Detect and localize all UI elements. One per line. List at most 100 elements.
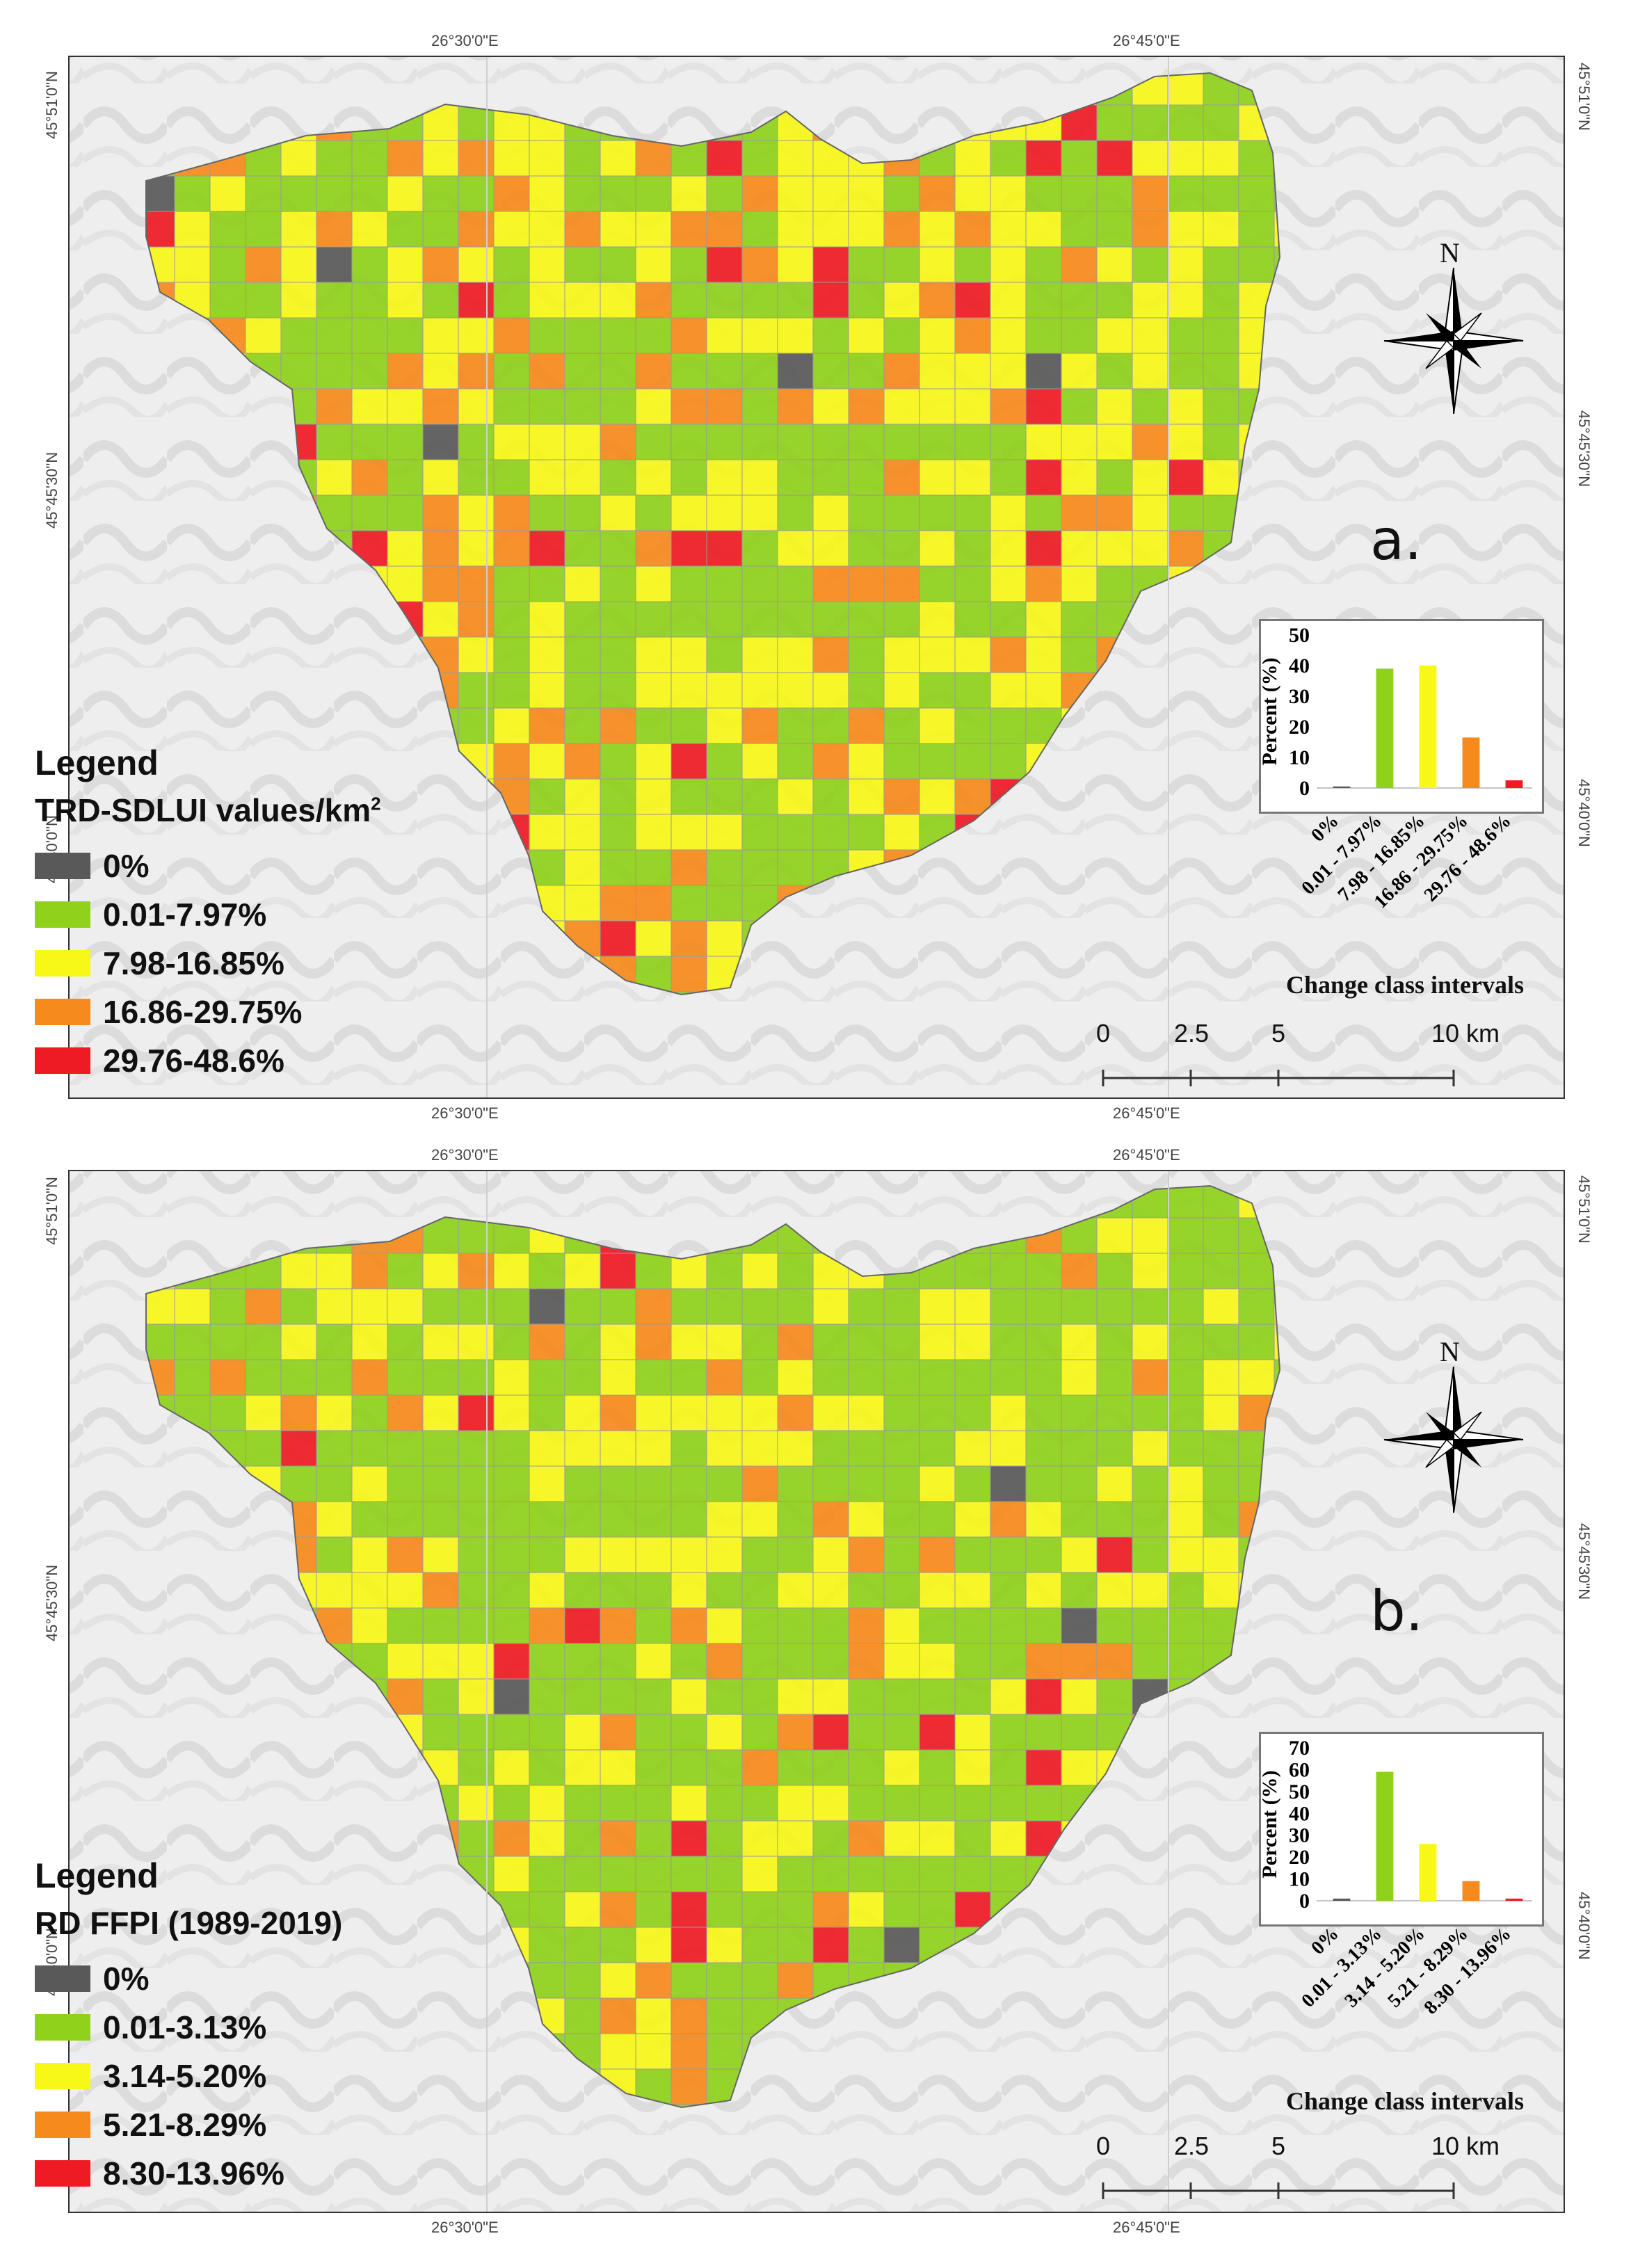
scale-bar bbox=[1102, 1070, 1455, 1086]
grid-cell bbox=[706, 317, 743, 354]
grid-cell bbox=[493, 1394, 530, 1431]
grid-cell bbox=[564, 494, 601, 531]
grid-cell bbox=[493, 1714, 530, 1751]
grid-cell bbox=[635, 1572, 672, 1609]
grid-cell bbox=[1096, 1607, 1133, 1644]
grid-cell bbox=[600, 743, 636, 780]
grid-cell bbox=[1203, 424, 1239, 460]
grid-cell bbox=[848, 317, 885, 354]
grid-cell bbox=[777, 565, 814, 602]
grid-cell bbox=[493, 211, 530, 248]
grid-cell bbox=[564, 1749, 601, 1786]
grid-cell bbox=[1025, 636, 1062, 673]
grid-cell bbox=[529, 1607, 565, 1644]
grid-cell bbox=[954, 530, 991, 567]
grid-cell bbox=[280, 282, 317, 319]
grid-cell bbox=[954, 1324, 991, 1360]
grid-cell bbox=[670, 2068, 707, 2105]
bar bbox=[1376, 668, 1394, 788]
grid-cell bbox=[351, 1501, 388, 1538]
grid-cell bbox=[529, 1536, 565, 1573]
grid-cell bbox=[1025, 459, 1062, 496]
grid-cell bbox=[1203, 246, 1239, 283]
grid-cell bbox=[1061, 317, 1098, 354]
basin-outline bbox=[145, 72, 1281, 996]
grid-cell bbox=[280, 246, 317, 283]
grid-cell bbox=[564, 672, 601, 709]
grid-cell bbox=[458, 1394, 495, 1431]
grid-cell bbox=[564, 353, 601, 389]
grid-cell bbox=[670, 1962, 707, 1999]
grid-cell bbox=[812, 530, 849, 567]
grid-cell bbox=[493, 1572, 530, 1609]
grid-cell bbox=[351, 1394, 388, 1431]
grid-cell bbox=[458, 424, 495, 460]
y-tick-label: 10 bbox=[1289, 746, 1310, 769]
bar-chart: 0 10 20 30 40 50 Percent (%) bbox=[1261, 624, 1532, 800]
y-tick-label: 30 bbox=[1289, 685, 1310, 708]
grid-cell bbox=[1096, 317, 1133, 354]
grid-cell bbox=[812, 282, 849, 319]
grid-cell bbox=[1025, 424, 1062, 460]
grid-cell bbox=[883, 459, 920, 496]
legend-swatch bbox=[35, 2160, 90, 2187]
grid-cell bbox=[919, 636, 956, 673]
grid-cell bbox=[777, 1394, 814, 1431]
grid-cell bbox=[493, 1465, 530, 1502]
grid-cell bbox=[812, 672, 849, 709]
grid-cell bbox=[458, 1288, 495, 1325]
grid-cell bbox=[848, 1288, 885, 1325]
grid-cell bbox=[1132, 1536, 1168, 1573]
grid-cell bbox=[848, 1394, 885, 1431]
grid-cell bbox=[1167, 1536, 1204, 1573]
grid-cell bbox=[706, 707, 743, 744]
grid-cell bbox=[883, 1927, 920, 1963]
grid-cell bbox=[954, 317, 991, 354]
grid-cell bbox=[1167, 1465, 1204, 1502]
grid-cell bbox=[1238, 175, 1275, 212]
grid-cell bbox=[493, 246, 530, 283]
grid-cell bbox=[493, 317, 530, 354]
grid-cell bbox=[564, 424, 601, 460]
grid-cell bbox=[1167, 1430, 1204, 1467]
y-tick-label: 0 bbox=[1299, 777, 1310, 800]
grid-cell bbox=[990, 1607, 1027, 1644]
grid-cell bbox=[635, 1856, 672, 1892]
grid-cell bbox=[1203, 1394, 1239, 1431]
grid-cell bbox=[1132, 494, 1168, 531]
grid-cell bbox=[1025, 1820, 1062, 1857]
grid-cell bbox=[529, 1465, 565, 1502]
grid-cell bbox=[848, 1820, 885, 1857]
scale-label: 0 bbox=[1096, 1019, 1111, 1047]
grid-cell bbox=[919, 175, 956, 212]
grid-cell bbox=[883, 565, 920, 602]
grid-cell bbox=[529, 388, 565, 425]
grid-cell bbox=[919, 388, 956, 425]
grid-cell bbox=[741, 778, 778, 815]
grid-cell bbox=[635, 1749, 672, 1786]
grid-cell bbox=[600, 920, 636, 957]
grid-cell bbox=[670, 388, 707, 425]
bar bbox=[1505, 780, 1523, 788]
grid-cell bbox=[1025, 317, 1062, 354]
grid-cell bbox=[529, 1572, 565, 1609]
grid-cell bbox=[635, 388, 672, 425]
grid-cell bbox=[529, 1927, 565, 1963]
grid-cell bbox=[564, 1962, 601, 1999]
grid-cell bbox=[316, 1536, 353, 1573]
grid-cell bbox=[351, 459, 388, 496]
grid-cell bbox=[564, 1253, 601, 1289]
grid-cell bbox=[706, 636, 743, 673]
grid-cell bbox=[1096, 1253, 1133, 1289]
grid-cell bbox=[600, 1501, 636, 1538]
grid-cell bbox=[1025, 1678, 1062, 1715]
grid-cell bbox=[1061, 494, 1098, 531]
grid-cell bbox=[670, 140, 707, 177]
grid-cell bbox=[1132, 424, 1168, 460]
grid-cell bbox=[422, 530, 459, 567]
map-canvas bbox=[70, 57, 1564, 1097]
grid-cell bbox=[529, 778, 565, 815]
grid-cell bbox=[387, 246, 424, 283]
grid-cell bbox=[1167, 211, 1204, 248]
scale-label: 10 km bbox=[1431, 2132, 1500, 2160]
